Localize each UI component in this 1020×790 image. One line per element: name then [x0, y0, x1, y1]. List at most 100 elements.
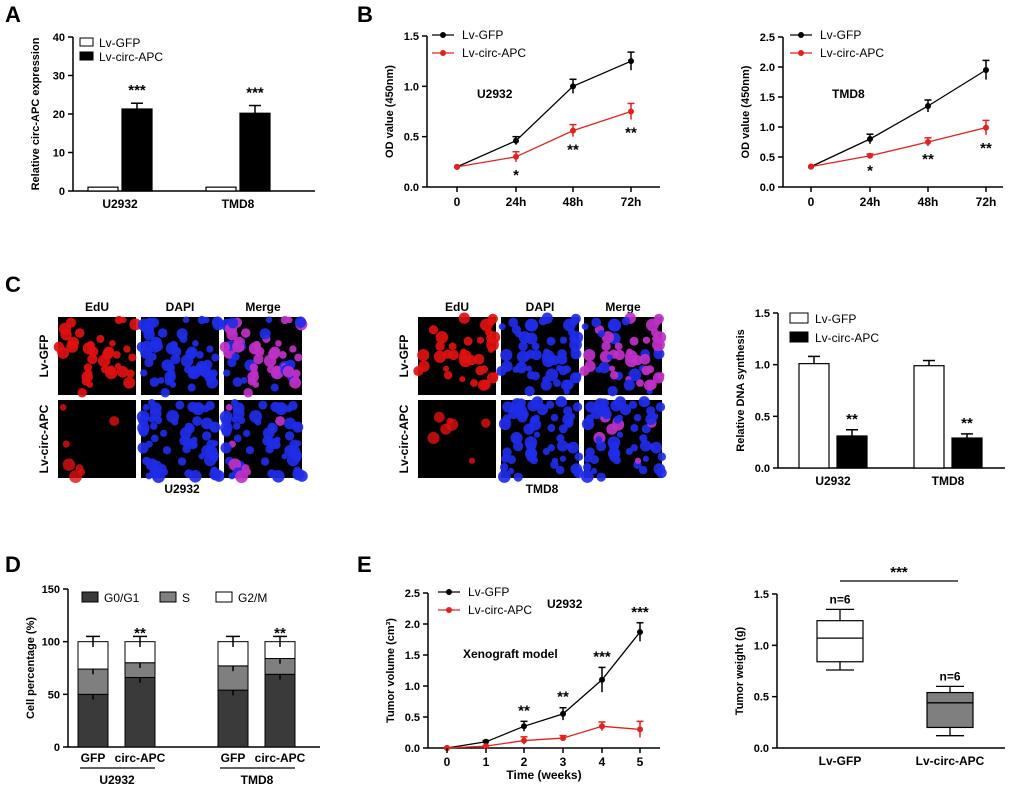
y-axis-label: OD value (450nm): [384, 65, 396, 158]
data-point: [483, 738, 489, 745]
y-tick-label: 1.0: [760, 122, 775, 134]
data-point: [454, 163, 460, 170]
cell-nucleus: [559, 336, 568, 344]
cell-nucleus: [601, 341, 611, 351]
cell-nucleus: [240, 376, 248, 384]
panel-letter-a: A: [5, 2, 21, 27]
cell-nucleus: [241, 464, 250, 473]
cell-nucleus: [642, 336, 651, 344]
cell-nucleus: [182, 316, 190, 324]
cell-nucleus: [556, 434, 565, 443]
cell-nucleus: [569, 372, 582, 384]
cell-nucleus: [160, 429, 168, 437]
significance-mark: **: [961, 415, 973, 432]
cell-nucleus: [596, 441, 607, 452]
cell-nucleus: [596, 472, 606, 482]
cell-nucleus: [227, 317, 239, 329]
legend-label: Lv-circ-APC: [815, 331, 879, 345]
cell-nucleus: [621, 316, 631, 326]
cell-nucleus: [220, 442, 232, 454]
legend-swatch: [81, 591, 99, 603]
cell-nucleus: [498, 470, 511, 483]
legend-label: Lv-GFP: [820, 28, 861, 42]
micrograph-cells: [53, 315, 142, 398]
cell-nucleus: [526, 371, 536, 380]
cell-nucleus: [448, 349, 459, 361]
cell-nucleus: [597, 330, 606, 338]
cell-nucleus: [249, 409, 263, 423]
cell-nucleus: [526, 452, 537, 463]
cell-nucleus: [106, 365, 116, 375]
micrograph-caption: U2932: [164, 482, 200, 496]
y-tick-label: 50: [48, 689, 60, 701]
significance-mark: ***: [890, 564, 908, 581]
cell-nucleus: [636, 379, 644, 387]
cell-nucleus: [180, 354, 194, 368]
cell-nucleus: [433, 350, 447, 363]
cell-nucleus: [446, 417, 454, 424]
cell-nucleus: [53, 341, 65, 353]
cell-nucleus: [443, 371, 453, 380]
micrograph-cells: [136, 315, 225, 398]
cell-nucleus: [634, 457, 642, 464]
cell-line-label: U2932: [477, 87, 513, 101]
significance-mark: **: [980, 140, 992, 157]
cell-nucleus: [245, 446, 255, 455]
cell-nucleus: [496, 366, 507, 377]
series-line-lv-circ-apc: [810, 126, 987, 168]
cell-nucleus: [294, 353, 303, 362]
x-tick-label: 48h: [918, 195, 939, 209]
cell-nucleus: [643, 379, 656, 391]
cell-nucleus: [560, 379, 573, 391]
cell-nucleus: [591, 317, 602, 328]
x-tick-label: 24h: [506, 195, 527, 209]
cell-nucleus: [206, 345, 214, 353]
cell-nucleus: [149, 422, 158, 430]
data-point: [521, 723, 527, 730]
cell-nucleus: [628, 368, 642, 382]
cell-nucleus: [285, 431, 295, 441]
panel-letter-d: D: [5, 552, 21, 577]
data-point: [637, 726, 643, 733]
cell-nucleus: [589, 455, 599, 465]
cell-nucleus: [653, 463, 666, 475]
chart-c-dna-synthesis: 0.0 0.5 1.0 1.5 Relative DNA synthesis ** U293…: [735, 308, 1005, 488]
cell-nucleus: [613, 415, 622, 424]
cell-nucleus: [142, 404, 150, 411]
y-tick-label: 1.0: [755, 360, 770, 372]
cell-nucleus: [508, 317, 519, 328]
cell-nucleus: [555, 396, 567, 408]
cell-nucleus: [249, 363, 259, 372]
y-tick-label: 1.0: [404, 81, 419, 93]
bar-lv-circ-apc: [239, 112, 271, 192]
sample-size-label: n=6: [939, 669, 960, 683]
cell-nucleus: [138, 426, 149, 437]
cell-nucleus: [480, 365, 489, 374]
cell-nucleus: [177, 457, 187, 466]
data-point: [925, 103, 931, 109]
legend-label: S: [182, 591, 190, 605]
cell-nucleus: [502, 447, 512, 457]
cell-nucleus: [542, 447, 550, 456]
cell-nucleus: [260, 457, 270, 466]
cell-nucleus: [579, 366, 590, 377]
y-tick-label: 1.0: [754, 640, 769, 652]
cell-nucleus: [129, 318, 142, 331]
cell-nucleus: [81, 377, 91, 386]
cell-nucleus: [523, 423, 535, 435]
cell-nucleus: [468, 457, 476, 464]
y-tick-label: 0.0: [760, 182, 775, 194]
cell-nucleus: [458, 312, 470, 324]
cell-nucleus: [549, 355, 560, 366]
cell-nucleus: [527, 399, 539, 412]
cell-nucleus: [477, 379, 490, 391]
cell-nucleus: [568, 413, 576, 420]
cell-nucleus: [82, 342, 96, 355]
cell-line-label: TMD8: [832, 87, 865, 101]
cell-nucleus: [641, 424, 651, 434]
legend-swatch: [789, 312, 809, 324]
legend-label: Lv-circ-APC: [820, 46, 884, 60]
cell-nucleus: [610, 399, 622, 412]
cell-nucleus: [583, 454, 593, 463]
cell-nucleus: [648, 443, 655, 450]
